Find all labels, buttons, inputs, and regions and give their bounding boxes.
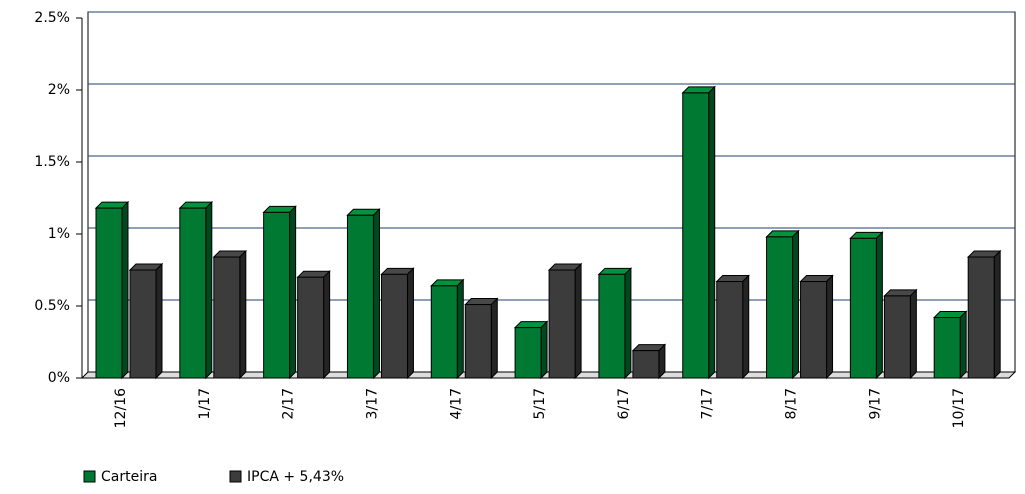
bar-side [658, 343, 666, 380]
bar [430, 285, 458, 379]
bar-side [239, 249, 247, 380]
bar [213, 256, 241, 379]
bar-side [624, 267, 632, 380]
bar [548, 269, 576, 379]
x-tick-label: 3/17 [364, 388, 380, 419]
bar-side [540, 320, 548, 380]
bar-side [959, 310, 967, 380]
bar-side [574, 262, 582, 380]
y-tick-label: 2% [48, 82, 70, 98]
bar-side [708, 85, 716, 380]
legend-swatch [83, 470, 96, 483]
bar [95, 207, 123, 379]
bar-side [875, 231, 883, 380]
bar [179, 207, 207, 379]
bar-side [742, 274, 750, 380]
bar-side [993, 249, 1001, 380]
bar [883, 295, 911, 379]
x-tick-label: 5/17 [532, 388, 548, 419]
y-tick-label: 1.5% [34, 154, 70, 170]
bar-side [826, 274, 834, 380]
bar [849, 237, 877, 379]
legend-swatch [229, 470, 242, 483]
bar [514, 327, 542, 379]
x-tick-label: 12/16 [113, 388, 129, 428]
y-tick-label: 1% [48, 226, 70, 242]
bar [464, 304, 492, 379]
bar [682, 92, 710, 379]
bar [380, 273, 408, 379]
x-tick-label: 1/17 [197, 388, 213, 419]
bar-side [205, 200, 213, 380]
x-tick-label: 7/17 [700, 388, 716, 419]
legend-label: Carteira [101, 469, 157, 485]
bar-side [289, 205, 297, 380]
x-tick-label: 9/17 [867, 388, 883, 419]
y-tick-label: 0% [48, 370, 70, 386]
bar [263, 211, 291, 379]
y-tick-label: 0.5% [34, 298, 70, 314]
bar [800, 281, 828, 379]
bar-side [121, 200, 129, 380]
bar [598, 273, 626, 379]
bar [297, 276, 325, 379]
legend-label: IPCA + 5,43% [247, 469, 344, 485]
x-tick-label: 6/17 [616, 388, 632, 419]
bar [716, 281, 744, 379]
bar-side [155, 262, 163, 380]
x-tick-label: 10/17 [951, 388, 967, 428]
y-tick-label: 2.5% [34, 10, 70, 26]
bar [967, 256, 995, 379]
bar-side [372, 208, 380, 380]
bar [346, 214, 374, 379]
x-tick-label: 2/17 [281, 388, 297, 419]
x-tick-label: 4/17 [448, 388, 464, 419]
bar-side [792, 229, 800, 380]
bar-side [406, 267, 414, 380]
bar-side [909, 288, 917, 380]
bar-side [490, 297, 498, 380]
bar [933, 317, 961, 379]
bar-side [456, 278, 464, 380]
bar [129, 269, 157, 379]
bar-side [323, 269, 331, 380]
bar [766, 236, 794, 379]
x-tick-label: 8/17 [784, 388, 800, 419]
bar [632, 350, 660, 379]
